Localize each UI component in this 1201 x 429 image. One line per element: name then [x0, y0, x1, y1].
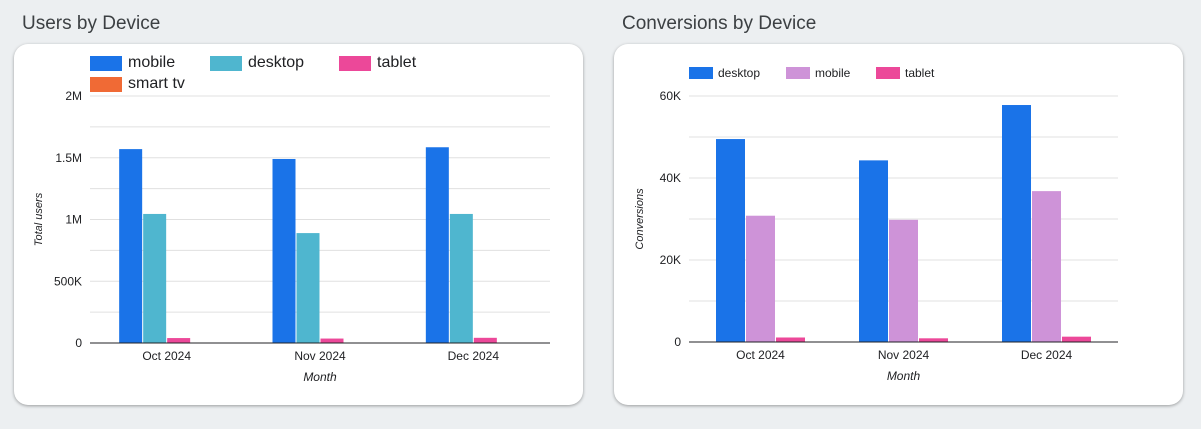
- bar-desktop-dec-2024: [449, 213, 473, 343]
- bar-desktop-nov-2024: [859, 160, 888, 342]
- y-tick-label: 2M: [65, 89, 82, 103]
- legend-item-mobile[interactable]: mobile: [90, 54, 175, 72]
- legend-label: desktop: [718, 66, 761, 80]
- legend-item-mobile[interactable]: mobile: [786, 66, 850, 80]
- legend-item-desktop[interactable]: desktop: [689, 66, 760, 80]
- bar-tablet-nov-2024: [919, 338, 948, 342]
- legend-label: smart tv: [128, 75, 185, 92]
- bar-desktop-dec-2024: [1002, 105, 1031, 342]
- bar-desktop-oct-2024: [716, 139, 745, 342]
- panel-title-conversions: Conversions by Device: [622, 13, 817, 34]
- bar-tablet-oct-2024: [167, 338, 191, 343]
- conversions-chart-card: desktop mobile tablet 0 20K 40K 60K Oct 2024…: [614, 44, 1183, 405]
- legend-swatch-desktop: [210, 55, 242, 71]
- bar-mobile-dec-2024: [425, 147, 449, 343]
- panel-title-users: Users by Device: [22, 13, 161, 34]
- legend-swatch-mobile: [90, 55, 122, 71]
- y-tick-label: 1.5M: [55, 151, 82, 165]
- bar-tablet-dec-2024: [1062, 336, 1091, 342]
- legend-swatch-desktop: [689, 67, 713, 79]
- x-tick-label: Dec 2024: [448, 349, 500, 363]
- x-axis-title: Month: [303, 370, 337, 384]
- legend-label: mobile: [815, 66, 851, 80]
- y-tick-label: 20K: [660, 253, 681, 267]
- y-tick-label: 40K: [660, 171, 681, 185]
- bar-mobile-oct-2024: [119, 149, 143, 343]
- legend-swatch-tablet: [339, 55, 371, 71]
- legend-swatch-mobile: [786, 67, 810, 79]
- legend-swatch-tablet: [876, 67, 900, 79]
- users-bar-chart: 0 500K 1M 1.5M 2M Oct 2024 Nov 2024 Dec 2024 Mon…: [33, 89, 550, 384]
- y-axis-title: Conversions: [634, 188, 646, 250]
- x-tick-label: Nov 2024: [878, 348, 930, 362]
- y-axis-title: Total users: [33, 192, 45, 246]
- legend-label: desktop: [248, 54, 305, 71]
- legend-item-smart-tv[interactable]: smart tv: [90, 75, 185, 93]
- legend-label: tablet: [905, 66, 935, 80]
- bar-mobile-nov-2024: [889, 219, 918, 342]
- conversions-bar-chart: 0 20K 40K 60K Oct 2024 Nov 2024 Dec 2024 Month C…: [634, 89, 1118, 383]
- bar-tablet-dec-2024: [473, 337, 497, 343]
- y-tick-label: 500K: [54, 274, 82, 288]
- x-axis-title: Month: [887, 369, 921, 383]
- bar-tablet-nov-2024: [320, 338, 344, 343]
- bar-mobile-dec-2024: [1032, 191, 1061, 342]
- legend-label: tablet: [377, 54, 417, 71]
- y-tick-label: 0: [75, 336, 82, 350]
- bar-mobile-nov-2024: [272, 158, 296, 343]
- y-tick-label: 1M: [65, 213, 82, 227]
- legend-item-tablet[interactable]: tablet: [339, 54, 416, 72]
- users-chart-card: mobile desktop tablet smart tv 0 500K 1M 1.…: [14, 44, 583, 405]
- legend-item-tablet[interactable]: tablet: [876, 66, 934, 80]
- legend-item-desktop[interactable]: desktop: [210, 54, 304, 72]
- bar-tablet-oct-2024: [776, 337, 805, 342]
- y-tick-label: 60K: [660, 89, 681, 103]
- legend-label: mobile: [128, 54, 176, 71]
- bar-mobile-oct-2024: [746, 215, 775, 342]
- bar-desktop-nov-2024: [296, 233, 320, 343]
- x-tick-label: Nov 2024: [294, 349, 346, 363]
- legend-swatch-smart-tv: [90, 76, 122, 92]
- x-tick-label: Dec 2024: [1021, 348, 1073, 362]
- y-tick-label: 0: [674, 335, 681, 349]
- x-tick-label: Oct 2024: [142, 349, 191, 363]
- x-tick-label: Oct 2024: [736, 348, 785, 362]
- bar-desktop-oct-2024: [143, 213, 167, 343]
